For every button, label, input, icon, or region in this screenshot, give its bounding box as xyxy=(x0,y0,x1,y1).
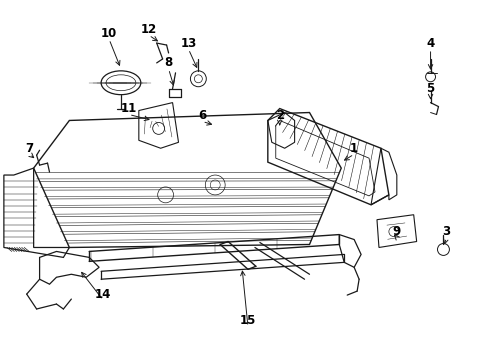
Text: 15: 15 xyxy=(240,314,256,327)
Text: 5: 5 xyxy=(426,82,435,95)
Text: 1: 1 xyxy=(350,142,358,155)
Text: 13: 13 xyxy=(180,37,196,50)
Text: 8: 8 xyxy=(165,57,172,69)
Text: 6: 6 xyxy=(198,109,206,122)
Text: 14: 14 xyxy=(95,288,111,301)
Text: 9: 9 xyxy=(392,225,401,238)
Text: 2: 2 xyxy=(276,109,284,122)
Text: 11: 11 xyxy=(121,102,137,115)
Text: 10: 10 xyxy=(101,27,117,40)
Text: 12: 12 xyxy=(141,23,157,36)
Text: 7: 7 xyxy=(25,142,34,155)
Text: 3: 3 xyxy=(442,225,450,238)
Text: 4: 4 xyxy=(426,37,435,50)
